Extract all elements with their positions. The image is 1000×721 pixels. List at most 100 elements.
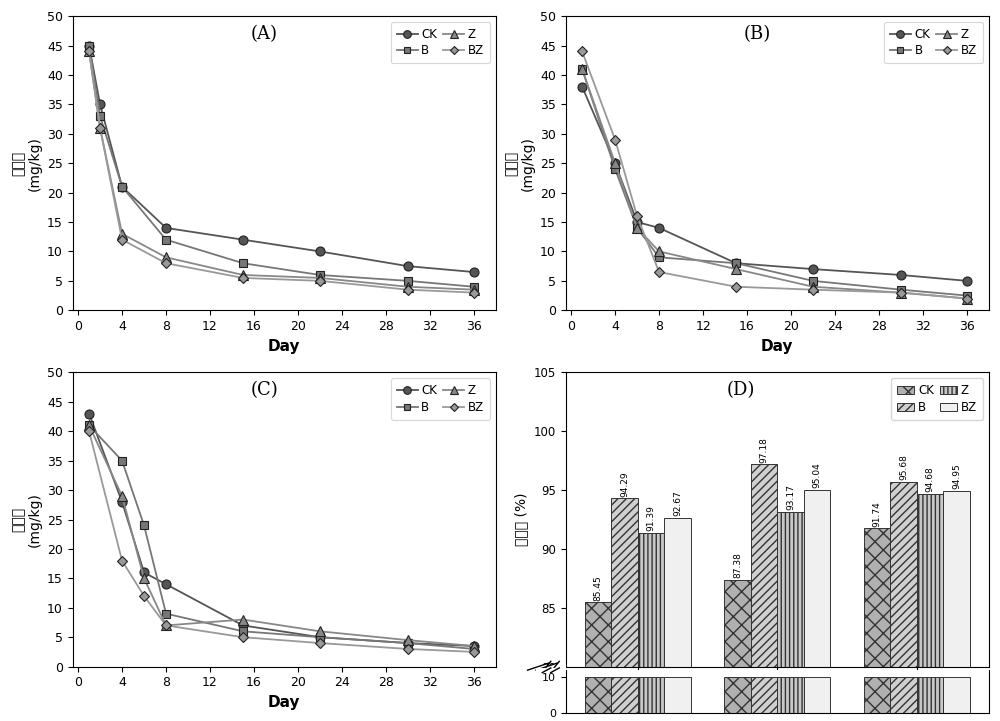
Text: (A): (A) (250, 25, 277, 43)
Z (468, 286, 480, 294)
Text: 92.67: 92.67 (673, 490, 682, 516)
B (609, 165, 621, 174)
X-axis label: Day: Day (268, 695, 300, 710)
Text: (B): (B) (743, 25, 771, 43)
CK (116, 182, 128, 191)
Bar (611, 678, 638, 714)
Bar (724, 580, 751, 721)
B (237, 627, 249, 636)
CK (237, 235, 249, 244)
Z (314, 273, 326, 282)
Bar (890, 482, 917, 721)
BZ (83, 47, 95, 56)
Line: B: B (85, 41, 478, 291)
Line: BZ: BZ (85, 48, 478, 296)
B (94, 112, 106, 120)
Z (83, 47, 95, 56)
Line: CK: CK (578, 82, 971, 286)
CK (468, 267, 480, 276)
Bar (804, 678, 830, 714)
BZ (116, 235, 128, 244)
Z (237, 615, 249, 624)
Text: 95.68: 95.68 (899, 454, 908, 480)
B (807, 277, 819, 286)
BZ (609, 136, 621, 144)
Z (160, 253, 172, 262)
X-axis label: Day: Day (761, 339, 794, 353)
BZ (402, 286, 414, 294)
CK (160, 580, 172, 588)
CK (160, 224, 172, 232)
Z (94, 123, 106, 132)
B (468, 645, 480, 653)
B (83, 41, 95, 50)
Bar (611, 498, 638, 721)
Bar (751, 464, 777, 721)
Text: 97.18: 97.18 (760, 437, 769, 463)
BZ (468, 288, 480, 297)
Line: BZ: BZ (578, 48, 971, 302)
BZ (961, 294, 973, 303)
Line: CK: CK (85, 409, 478, 650)
CK (237, 621, 249, 629)
Text: 85.45: 85.45 (594, 575, 603, 601)
Text: 91.74: 91.74 (872, 501, 881, 527)
Bar (664, 678, 691, 714)
Legend: CK, B, Z, BZ: CK, B, Z, BZ (884, 22, 983, 63)
Text: 95.04: 95.04 (812, 462, 821, 488)
BZ (730, 283, 742, 291)
Legend: CK, B, Z, BZ: CK, B, Z, BZ (391, 22, 490, 63)
Bar (890, 678, 917, 714)
CK (468, 642, 480, 650)
Y-axis label: 土霉素
(mg/kg): 土霉素 (mg/kg) (11, 492, 41, 547)
CK (631, 218, 643, 226)
Z (609, 159, 621, 167)
Line: Z: Z (578, 65, 971, 303)
Z (116, 229, 128, 238)
B (631, 224, 643, 232)
B (402, 277, 414, 286)
Line: B: B (85, 421, 478, 653)
Z (314, 627, 326, 636)
Bar (917, 678, 943, 714)
CK (402, 262, 414, 270)
Bar (943, 678, 970, 714)
CK (961, 277, 973, 286)
B (402, 639, 414, 647)
Bar (638, 678, 664, 714)
BZ (314, 639, 326, 647)
Text: 94.95: 94.95 (952, 463, 961, 489)
BZ (83, 427, 95, 435)
Text: 87.38: 87.38 (733, 552, 742, 578)
Z (237, 270, 249, 279)
Bar (777, 512, 804, 721)
Y-axis label: 四环素
(mg/kg): 四环素 (mg/kg) (11, 136, 41, 190)
CK (138, 568, 150, 577)
CK (895, 270, 907, 279)
B (237, 259, 249, 267)
BZ (895, 288, 907, 297)
B (314, 633, 326, 642)
BZ (138, 592, 150, 601)
BZ (116, 557, 128, 565)
CK (314, 247, 326, 256)
CK (94, 100, 106, 109)
CK (83, 41, 95, 50)
Line: BZ: BZ (85, 428, 478, 655)
Text: 94.29: 94.29 (620, 471, 629, 497)
Bar (943, 491, 970, 721)
B (895, 286, 907, 294)
Bar (804, 490, 830, 721)
Z (807, 283, 819, 291)
B (138, 521, 150, 530)
BZ (468, 647, 480, 656)
Line: CK: CK (85, 41, 478, 277)
Z (83, 421, 95, 430)
B (83, 421, 95, 430)
Z (402, 283, 414, 291)
B (116, 456, 128, 465)
CK (609, 159, 621, 167)
CK (402, 639, 414, 647)
B (314, 270, 326, 279)
BZ (314, 277, 326, 286)
